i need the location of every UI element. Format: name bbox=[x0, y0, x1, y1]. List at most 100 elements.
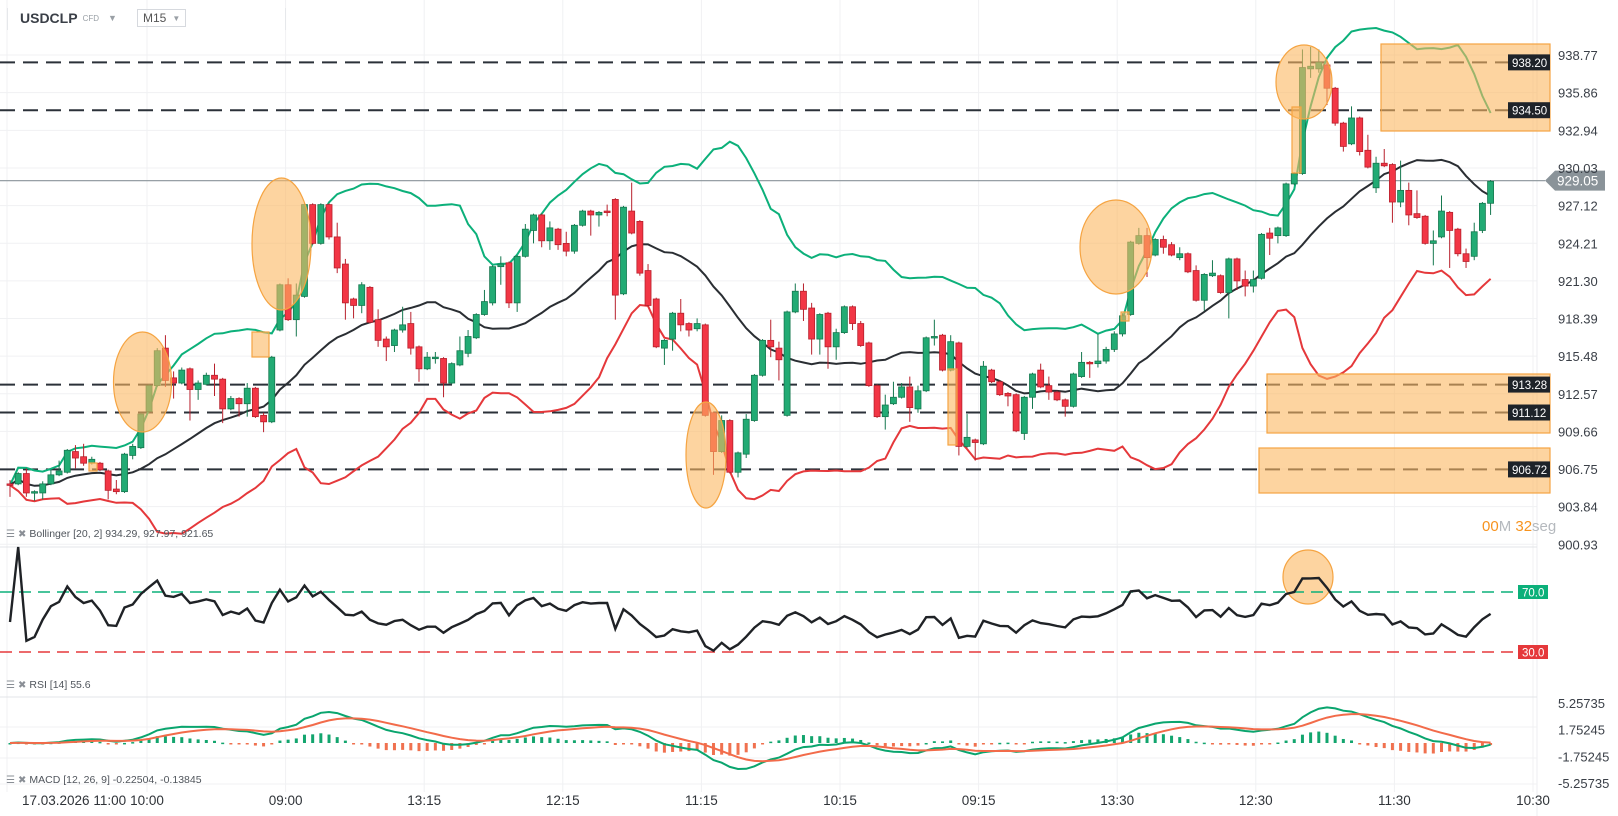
candle-body-bear bbox=[685, 323, 693, 331]
highlight-ellipse[interactable] bbox=[685, 401, 727, 509]
candle-body-bear bbox=[235, 398, 243, 405]
macd-tick-label: 5.25735 bbox=[1558, 696, 1605, 711]
candle bbox=[112, 480, 120, 495]
level-label: 934.50 bbox=[1512, 106, 1547, 118]
zone-rect-support-2[interactable] bbox=[1258, 447, 1551, 494]
candle-body-bear bbox=[996, 381, 1004, 396]
candle bbox=[685, 322, 693, 337]
candle bbox=[431, 352, 439, 364]
candle-body-bear bbox=[1364, 149, 1372, 168]
candle-body-bull bbox=[55, 470, 63, 476]
candle-body-bear bbox=[415, 346, 423, 370]
highlight-rect[interactable] bbox=[88, 462, 98, 472]
price-tick-label: 927.12 bbox=[1558, 199, 1598, 214]
highlight-rect[interactable] bbox=[1120, 311, 1130, 322]
candle-body-bull bbox=[1020, 396, 1028, 434]
close-icon[interactable]: ✖ bbox=[17, 528, 27, 540]
macd-label: MACD [12, 26, 9] -0.22504, -0.13845 bbox=[29, 774, 202, 786]
drawings[interactable] bbox=[88, 43, 1551, 605]
candle bbox=[1249, 270, 1257, 293]
macd-histogram-bar bbox=[834, 738, 838, 743]
highlight-rect[interactable] bbox=[251, 331, 270, 358]
candle-body-bull bbox=[1225, 258, 1233, 293]
candle bbox=[1454, 227, 1462, 257]
highlight-ellipse[interactable] bbox=[112, 331, 173, 433]
time-tick-label: 13:15 bbox=[407, 793, 441, 808]
candle bbox=[194, 380, 202, 400]
candle bbox=[1070, 372, 1077, 408]
candle bbox=[63, 448, 71, 474]
candle bbox=[783, 310, 791, 417]
candle-body-bull bbox=[791, 290, 799, 313]
candle bbox=[505, 261, 513, 309]
candle bbox=[1029, 372, 1036, 409]
candle-body-bear bbox=[1331, 87, 1339, 124]
candle-body-bear bbox=[1061, 399, 1069, 407]
macd-histogram-bar bbox=[106, 743, 110, 745]
candle bbox=[791, 283, 799, 314]
candle bbox=[374, 309, 382, 347]
candle-body-bull bbox=[963, 436, 971, 447]
candle bbox=[1266, 227, 1274, 256]
candle-body-bull bbox=[734, 452, 742, 473]
zone-rect-support-1[interactable] bbox=[1266, 373, 1551, 434]
candle bbox=[1004, 392, 1012, 407]
timeframe-dropdown[interactable]: M15 ▼ bbox=[137, 9, 187, 27]
macd-histogram-bar bbox=[1235, 743, 1239, 745]
candle bbox=[579, 209, 586, 227]
macd-histogram-bar bbox=[523, 737, 527, 743]
time-tick-label: 13:30 bbox=[1100, 793, 1134, 808]
macd-histogram-bar bbox=[98, 741, 102, 744]
rsi-level-box bbox=[1518, 645, 1548, 659]
settings-icon[interactable]: ☰ bbox=[6, 679, 15, 691]
candle-body-bear bbox=[1241, 279, 1249, 287]
candle bbox=[423, 352, 431, 371]
last-price-label: 929.05 bbox=[1557, 174, 1598, 189]
close-icon[interactable]: ✖ bbox=[17, 679, 27, 691]
candle-body-bear bbox=[538, 214, 546, 242]
macd-histogram-bar bbox=[908, 743, 912, 747]
candle-body-bear bbox=[112, 488, 120, 493]
candle-body-bear bbox=[251, 387, 259, 418]
highlight-ellipse[interactable] bbox=[1079, 199, 1153, 295]
candle bbox=[235, 397, 243, 417]
macd-histogram-bar bbox=[810, 736, 814, 743]
macd-histogram-bar bbox=[1276, 742, 1280, 745]
macd-histogram-bar bbox=[491, 740, 495, 743]
macd-histogram-bar bbox=[417, 743, 421, 752]
macd-histogram-bar bbox=[793, 735, 797, 743]
macd-histogram-bar bbox=[384, 743, 388, 751]
price-tick-label: 903.84 bbox=[1558, 500, 1598, 515]
highlight-rect[interactable] bbox=[1291, 106, 1302, 174]
settings-icon[interactable]: ☰ bbox=[6, 528, 15, 540]
chevron-down-icon[interactable]: ▼ bbox=[108, 13, 117, 23]
candle bbox=[1192, 265, 1200, 302]
price-tick-label: 932.94 bbox=[1558, 123, 1598, 138]
bollinger-lower-line bbox=[9, 269, 1492, 535]
macd-histogram-bar bbox=[900, 743, 904, 747]
candle bbox=[849, 305, 856, 331]
candle-body-bull bbox=[513, 255, 521, 304]
settings-icon[interactable]: ☰ bbox=[6, 774, 15, 786]
candle-body-bull bbox=[742, 418, 750, 455]
candle bbox=[1159, 235, 1167, 254]
candle bbox=[1364, 134, 1372, 169]
symbol-selector[interactable]: USDCLP CFD ▼ bbox=[20, 9, 117, 27]
candle bbox=[14, 472, 22, 486]
candle bbox=[440, 357, 447, 398]
price-tick-label: 915.48 bbox=[1558, 349, 1598, 364]
candle-body-bull bbox=[243, 387, 251, 405]
highlight-ellipse[interactable] bbox=[251, 177, 312, 311]
close-icon[interactable]: ✖ bbox=[17, 774, 27, 786]
highlight-ellipse-rsi[interactable] bbox=[1282, 549, 1334, 605]
candle bbox=[415, 345, 423, 382]
candle bbox=[1020, 395, 1028, 440]
highlight-ellipse[interactable] bbox=[1275, 44, 1333, 120]
candle-body-bear bbox=[1086, 361, 1094, 365]
candle-body-bull bbox=[922, 337, 930, 392]
horizontal-levels[interactable] bbox=[0, 61, 1545, 471]
time-tick-label: 09:00 bbox=[269, 793, 303, 808]
highlight-rect[interactable] bbox=[947, 368, 958, 446]
candle bbox=[202, 372, 210, 386]
